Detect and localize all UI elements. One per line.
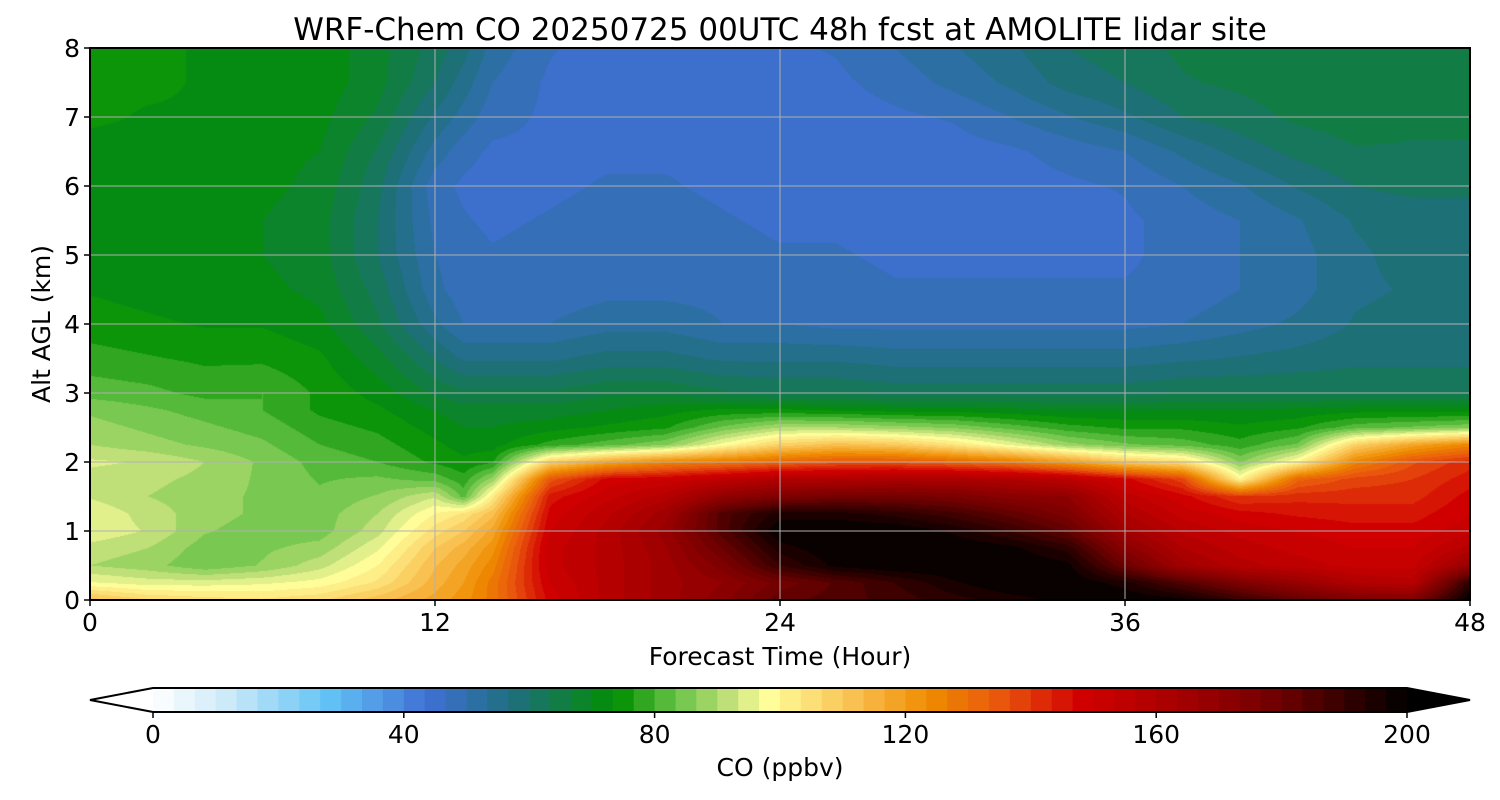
colorbar-segment <box>905 688 927 712</box>
colorbar-segment <box>1302 688 1324 712</box>
y-tick-label: 2 <box>64 448 80 477</box>
colorbar-segment <box>424 688 447 712</box>
colorbar-segment <box>1365 688 1387 712</box>
x-tick-label: 48 <box>1454 608 1486 637</box>
y-tick-label: 1 <box>64 517 80 546</box>
colorbar-segment <box>633 688 656 712</box>
colorbar-segment <box>382 688 405 712</box>
colorbar-segment <box>842 688 865 712</box>
colorbar-segment <box>780 688 802 712</box>
colorbar-segment <box>717 688 739 712</box>
colorbar-segment <box>362 688 384 712</box>
colorbar-segment <box>487 688 509 712</box>
colorbar-tick-label: 80 <box>639 720 671 749</box>
y-tick-label: 3 <box>64 379 80 408</box>
colorbar-segment <box>403 688 426 712</box>
x-tick-label: 12 <box>419 608 451 637</box>
y-tick-label: 5 <box>64 241 80 270</box>
colorbar-high-extension <box>1407 688 1470 712</box>
colorbar-segment <box>1281 688 1304 712</box>
colorbar-segment <box>173 688 196 712</box>
colorbar-tick-label: 200 <box>1383 720 1431 749</box>
colorbar-segment <box>1135 688 1157 712</box>
colorbar-segment <box>821 688 844 712</box>
colorbar-segment <box>675 688 697 712</box>
x-tick-label: 36 <box>1109 608 1141 637</box>
colorbar-segment <box>759 688 781 712</box>
colorbar-segment <box>926 688 948 712</box>
colorbar-segment <box>1030 688 1053 712</box>
colorbar-ticks: 0 40 80 120 160 200 <box>145 712 1431 749</box>
colorbar-segment <box>738 688 760 712</box>
y-axis-ticks: 0 1 2 3 4 5 6 7 8 <box>64 34 90 615</box>
colorbar-segment <box>341 688 363 712</box>
x-axis-label: Forecast Time (Hour) <box>649 642 912 671</box>
colorbar <box>89 687 1471 713</box>
y-tick-label: 8 <box>64 34 80 63</box>
colorbar-low-extension <box>90 688 153 712</box>
colorbar-segment <box>1260 688 1283 712</box>
colorbar-segment <box>508 688 530 712</box>
colorbar-tick-label: 0 <box>145 720 161 749</box>
colorbar-segment <box>863 688 886 712</box>
colorbar-segment <box>989 688 1011 712</box>
colorbar-segment <box>884 688 906 712</box>
y-tick-label: 4 <box>64 310 80 339</box>
x-tick-label: 24 <box>764 608 796 637</box>
colorbar-segment <box>1177 688 1199 712</box>
colorbar-segment <box>1198 688 1220 712</box>
x-axis-ticks: 0 12 24 36 48 <box>82 600 1486 637</box>
colorbar-tick-label: 120 <box>882 720 930 749</box>
colorbar-tick-label: 160 <box>1132 720 1180 749</box>
colorbar-segment <box>591 688 614 712</box>
x-tick-label: 0 <box>82 608 98 637</box>
colorbar-segment <box>1051 688 1074 712</box>
colorbar-segment <box>194 688 217 712</box>
y-tick-label: 7 <box>64 103 80 132</box>
colorbar-segment <box>153 688 175 712</box>
colorbar-segment <box>947 688 969 712</box>
colorbar-segment <box>550 688 572 712</box>
colorbar-segment <box>1239 688 1262 712</box>
y-axis-label: Alt AGL (km) <box>27 245 56 403</box>
colorbar-segment <box>1072 688 1095 712</box>
colorbar-segment <box>445 688 468 712</box>
colorbar-segment <box>696 688 718 712</box>
y-tick-label: 6 <box>64 172 80 201</box>
colorbar-segment <box>1114 688 1136 712</box>
colorbar-segment <box>215 688 238 712</box>
colorbar-segment <box>571 688 593 712</box>
colorbar-segment <box>320 688 342 712</box>
colorbar-segment <box>236 688 259 712</box>
colorbar-segment <box>466 688 488 712</box>
colorbar-segment <box>1344 688 1366 712</box>
colorbar-segment <box>1323 688 1345 712</box>
colorbar-segment <box>968 688 990 712</box>
colorbar-segment <box>257 688 279 712</box>
colorbar-segment <box>612 688 635 712</box>
colorbar-segment <box>1386 688 1408 712</box>
colorbar-segment <box>1156 688 1178 712</box>
colorbar-segment <box>299 688 321 712</box>
colorbar-segment <box>1218 688 1241 712</box>
colorbar-tick-label: 40 <box>388 720 420 749</box>
colorbar-segment <box>654 688 677 712</box>
colorbar-segment <box>278 688 300 712</box>
colorbar-segment <box>800 688 823 712</box>
chart-title: WRF-Chem CO 20250725 00UTC 48h fcst at A… <box>293 12 1267 48</box>
colorbar-segment <box>1009 688 1032 712</box>
colorbar-segment <box>1093 688 1115 712</box>
colorbar-segment <box>529 688 551 712</box>
colorbar-label: CO (ppbv) <box>717 753 844 782</box>
y-tick-label: 0 <box>64 586 80 615</box>
